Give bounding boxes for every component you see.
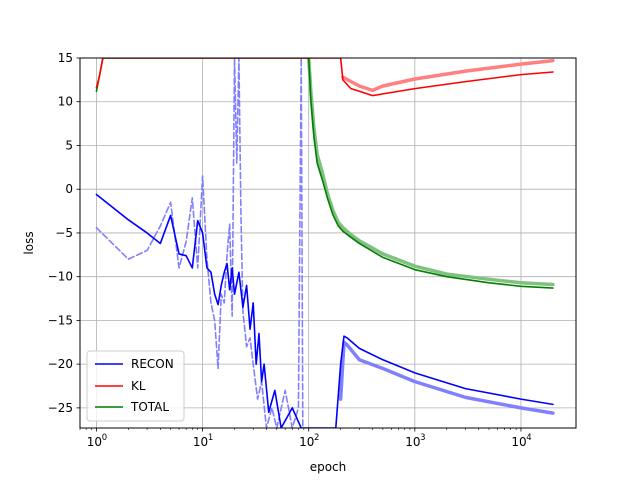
y-tick-label: 0 <box>65 182 73 196</box>
series-lines <box>95 58 555 428</box>
y-tick-label: 15 <box>58 51 73 65</box>
x-tick-label-exponent: 1 <box>208 433 213 443</box>
legend-label-recon: RECON <box>131 357 174 371</box>
x-tick-label: 10 <box>405 435 420 449</box>
x-tick-label-exponent: 3 <box>420 433 425 443</box>
y-axis-label: loss <box>22 231 36 254</box>
x-tick-label: 10 <box>87 435 102 449</box>
legend: RECON KL TOTAL <box>86 350 185 422</box>
legend-box <box>86 350 185 422</box>
series-line-recon-band <box>338 340 555 415</box>
legend-label-kl: KL <box>131 379 146 393</box>
x-tick-label-exponent: 2 <box>314 433 319 443</box>
x-tick-label: 10 <box>193 435 208 449</box>
legend-label-total: TOTAL <box>130 400 169 414</box>
series-line-recon-raw <box>95 58 304 428</box>
x-tick-label: 10 <box>299 435 314 449</box>
y-tick-label: −10 <box>48 270 73 284</box>
series-line-kl-band <box>341 58 555 93</box>
y-tick-label: 5 <box>65 138 73 152</box>
x-tick-label-exponent: 0 <box>102 433 107 443</box>
series-line-total-band <box>306 58 555 287</box>
series-line-total <box>95 58 554 289</box>
y-tick-label: −15 <box>48 313 73 327</box>
plot-frame <box>79 57 577 429</box>
y-tick-label: −5 <box>55 226 73 240</box>
x-tick-label: 10 <box>511 435 526 449</box>
y-tick-label: −25 <box>48 401 73 415</box>
series-line-kl <box>95 58 554 97</box>
x-tick-label-exponent: 4 <box>526 433 531 443</box>
y-tick-label: −20 <box>48 357 73 371</box>
x-axis-label: epoch <box>310 460 347 474</box>
y-tick-label: 10 <box>58 95 73 109</box>
series-line-recon <box>95 193 554 428</box>
